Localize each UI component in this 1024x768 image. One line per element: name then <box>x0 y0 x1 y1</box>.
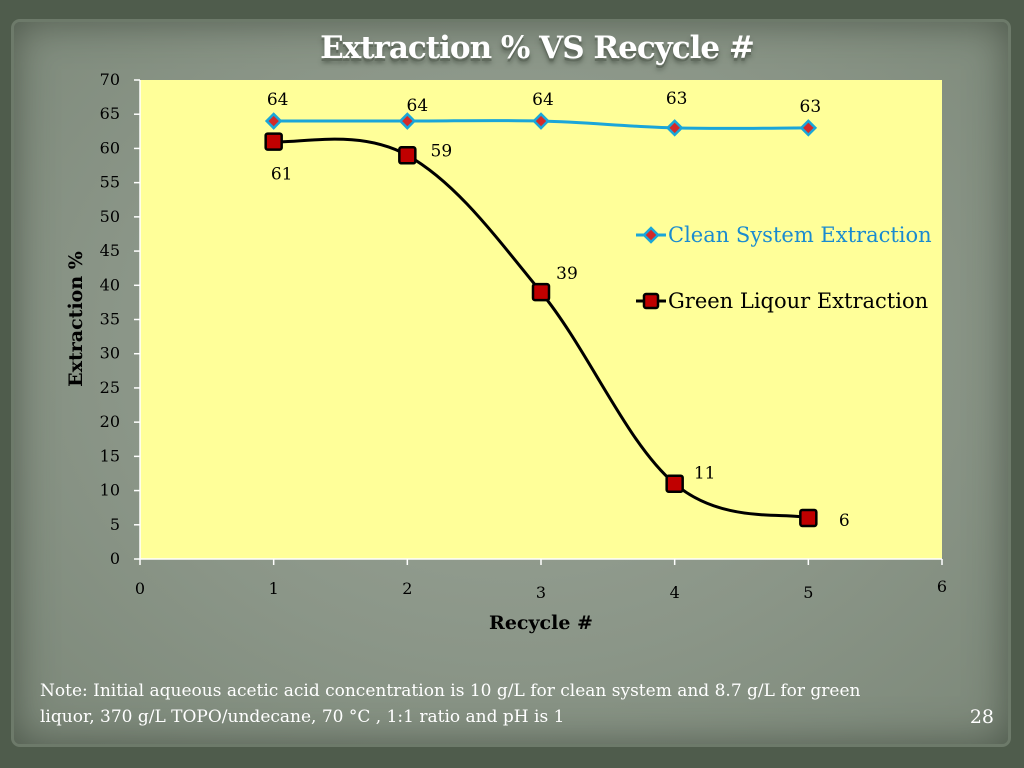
x-axis-title: Recycle # <box>489 612 593 634</box>
y-tick-label: 50 <box>100 207 120 226</box>
x-tick-label: 1 <box>269 579 279 598</box>
y-tick-label: 40 <box>100 275 120 294</box>
x-tick-label: 3 <box>536 583 546 602</box>
legend-label-1: Clean System Extraction <box>668 223 932 247</box>
data-point-green-1 <box>264 132 283 151</box>
data-labels: 64 64 64 63 63 61 59 39 11 6 <box>267 89 850 531</box>
y-tick-label: 35 <box>100 310 120 329</box>
footnote-line-1: Note: Initial aqueous acetic acid concen… <box>40 681 861 701</box>
y-tick-label: 0 <box>110 549 120 568</box>
data-point-clean-2 <box>398 112 417 130</box>
plot-area <box>140 80 942 559</box>
legend-label-2: Green Liqour Extraction <box>668 289 928 313</box>
legend-item-2: Green Liqour Extraction <box>636 289 928 313</box>
y-tick-label: 65 <box>100 104 120 123</box>
legend-marker-2 <box>642 292 660 310</box>
y-tick-label: 70 <box>100 70 120 89</box>
data-label-green-4: 11 <box>694 464 716 484</box>
x-tick-label: 5 <box>803 583 813 602</box>
data-label-clean-3: 64 <box>532 90 554 110</box>
y-tick-label: 60 <box>100 138 120 157</box>
data-point-green-3 <box>531 282 551 302</box>
data-label-clean-5: 63 <box>800 97 822 117</box>
x-tick-label: 4 <box>670 583 680 602</box>
y-tick-label: 5 <box>110 515 120 534</box>
legend-marker-1 <box>642 226 660 244</box>
y-tick-label: 20 <box>100 412 120 431</box>
data-label-green-5: 6 <box>839 511 850 531</box>
page-number: 28 <box>969 706 994 728</box>
data-label-clean-1: 64 <box>267 90 289 110</box>
y-axis-title: Extraction % <box>65 251 87 387</box>
data-point-clean-1 <box>264 112 283 130</box>
data-point-green-5 <box>799 508 818 528</box>
legend-item-1: Clean System Extraction <box>636 223 932 247</box>
legend: Clean System Extraction Green Liqour Extr… <box>636 223 932 313</box>
data-label-green-1: 61 <box>271 165 293 185</box>
y-tick-label: 55 <box>100 173 120 192</box>
data-point-green-4 <box>665 474 684 493</box>
slide-title: Extraction % VS Recycle # <box>320 30 755 66</box>
data-point-green-2 <box>398 146 417 165</box>
series-layer <box>264 112 818 528</box>
x-tick-label: 6 <box>937 577 947 596</box>
data-point-clean-4 <box>665 119 684 137</box>
data-label-green-3: 39 <box>556 264 578 284</box>
y-tick-label: 10 <box>100 481 120 500</box>
data-point-clean-3 <box>532 112 550 130</box>
y-tick-label: 25 <box>100 378 120 397</box>
data-label-clean-2: 64 <box>407 96 429 116</box>
data-label-clean-4: 63 <box>666 89 688 109</box>
y-tick-label: 45 <box>100 241 120 260</box>
data-label-green-2: 59 <box>431 141 453 161</box>
footnote-line-2: liquor, 370 g/L TOPO/undecane, 70 °C , 1… <box>40 707 565 727</box>
data-point-clean-5 <box>799 119 818 137</box>
x-tick-label: 0 <box>135 579 145 598</box>
y-tick-label: 15 <box>100 446 120 465</box>
x-tick-label: 2 <box>402 579 412 598</box>
y-tick-label: 30 <box>100 344 120 363</box>
footnote: Note: Initial aqueous acetic acid concen… <box>40 678 970 730</box>
